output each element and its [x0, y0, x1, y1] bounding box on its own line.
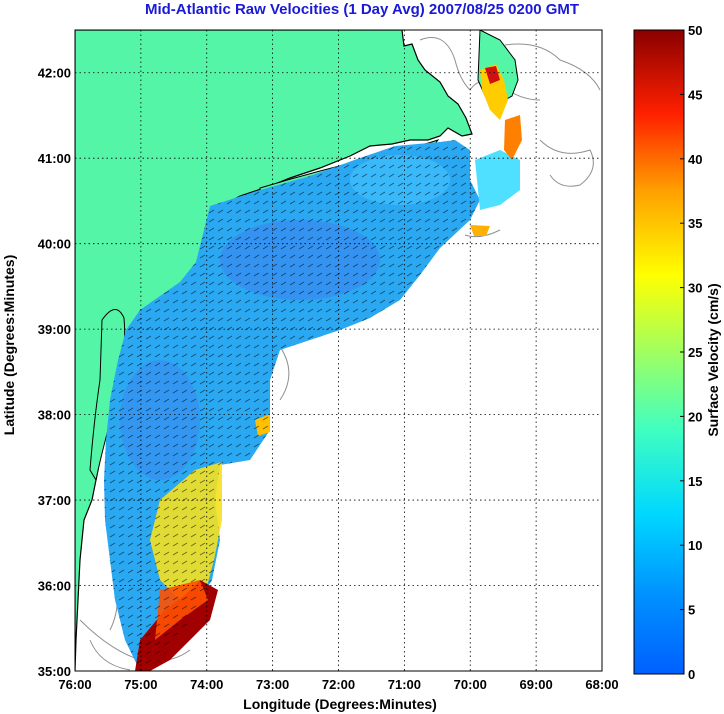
x-tick-label: 69:00: [520, 677, 553, 692]
x-tick-label: 68:00: [585, 677, 618, 692]
x-tick-label: 70:00: [454, 677, 487, 692]
colorbar-tick-label: 20: [688, 409, 702, 424]
y-tick-label: 35:00: [38, 664, 71, 679]
x-axis-label: Longitude (Degrees:Minutes): [243, 696, 437, 712]
plot-frame: [74, 29, 603, 672]
colorbar-tick-label: 5: [688, 603, 695, 618]
colorbar-tick-label: 30: [688, 281, 702, 296]
x-tick-label: 75:00: [124, 677, 157, 692]
colorbar-tick-label: 25: [688, 345, 702, 360]
y-tick-labels: 42:00 41:00 40:00 39:00 38:00 37:00 36:00 35:00: [38, 66, 71, 679]
x-tick-label: 72:00: [322, 677, 355, 692]
colorbar: [633, 29, 685, 675]
colorbar-tick-label: 0: [688, 667, 695, 682]
chart-title: Mid-Atlantic Raw Velocities (1 Day Avg) …: [144, 1, 580, 18]
x-tick-label: 71:00: [388, 677, 421, 692]
colorbar-label: Surface Velocity (cm/s): [705, 283, 721, 436]
y-tick-label: 42:00: [38, 66, 71, 81]
colorbar-tick-label: 40: [688, 152, 702, 167]
y-tick-label: 36:00: [38, 579, 71, 594]
velocity-field: [104, 64, 522, 671]
y-axis-label: Latitude (Degrees:Minutes): [1, 255, 17, 435]
x-tick-label: 74:00: [190, 677, 223, 692]
colorbar-tick-label: 10: [688, 538, 702, 553]
y-tick-label: 37:00: [38, 493, 71, 508]
y-tick-label: 39:00: [38, 322, 71, 337]
y-tick-label: 40:00: [38, 237, 71, 252]
grid-lines: [75, 30, 602, 671]
colorbar-tick-label: 15: [688, 474, 702, 489]
x-tick-label: 76:00: [58, 677, 91, 692]
colorbar-tick-label: 50: [688, 23, 702, 38]
y-tick-label: 38:00: [38, 408, 71, 423]
colorbar-tick-label: 35: [688, 216, 702, 231]
y-tick-label: 41:00: [38, 151, 71, 166]
colorbar-tick-label: 45: [688, 87, 702, 102]
x-tick-labels: 76:00 75:00 74:00 73:00 72:00 71:00 70:00 69:00…: [58, 677, 618, 692]
x-tick-label: 73:00: [256, 677, 289, 692]
